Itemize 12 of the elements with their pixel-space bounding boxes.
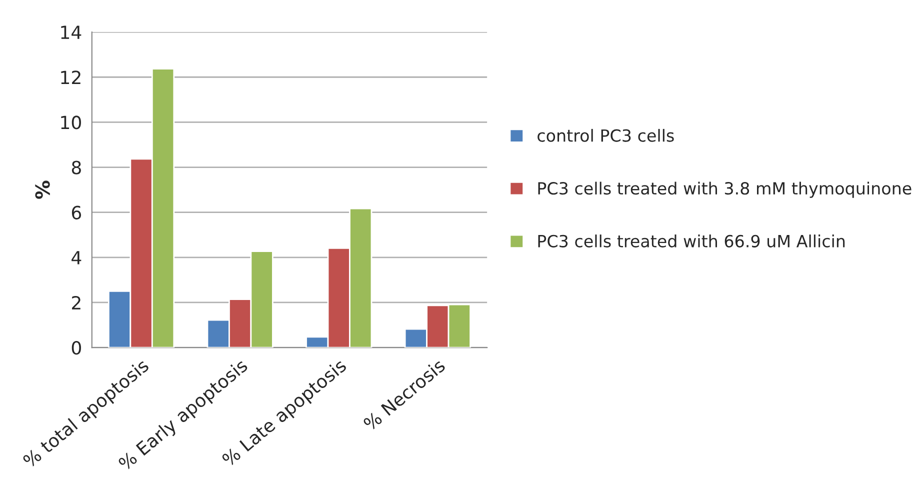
y-tick-label: 2 — [72, 296, 80, 310]
legend-label: PC3 cells treated with 3.8 mM thymoquinone — [538, 182, 912, 198]
y-tick-label: 14 — [61, 26, 82, 39]
y-axis-title: % — [35, 180, 50, 199]
y-tick-label: 10 — [61, 116, 81, 130]
y-tick-label: 8 — [72, 160, 81, 174]
legend-label: control PC3 cells — [538, 128, 674, 142]
y-tick-label: 6 — [72, 206, 82, 220]
y-tick-label: 4 — [72, 251, 82, 264]
legend-label: PC3 cells treated with 66.9 uM Allicin — [538, 234, 845, 248]
y-tick-label: 0 — [72, 341, 81, 355]
y-tick-label: 12 — [61, 70, 80, 84]
